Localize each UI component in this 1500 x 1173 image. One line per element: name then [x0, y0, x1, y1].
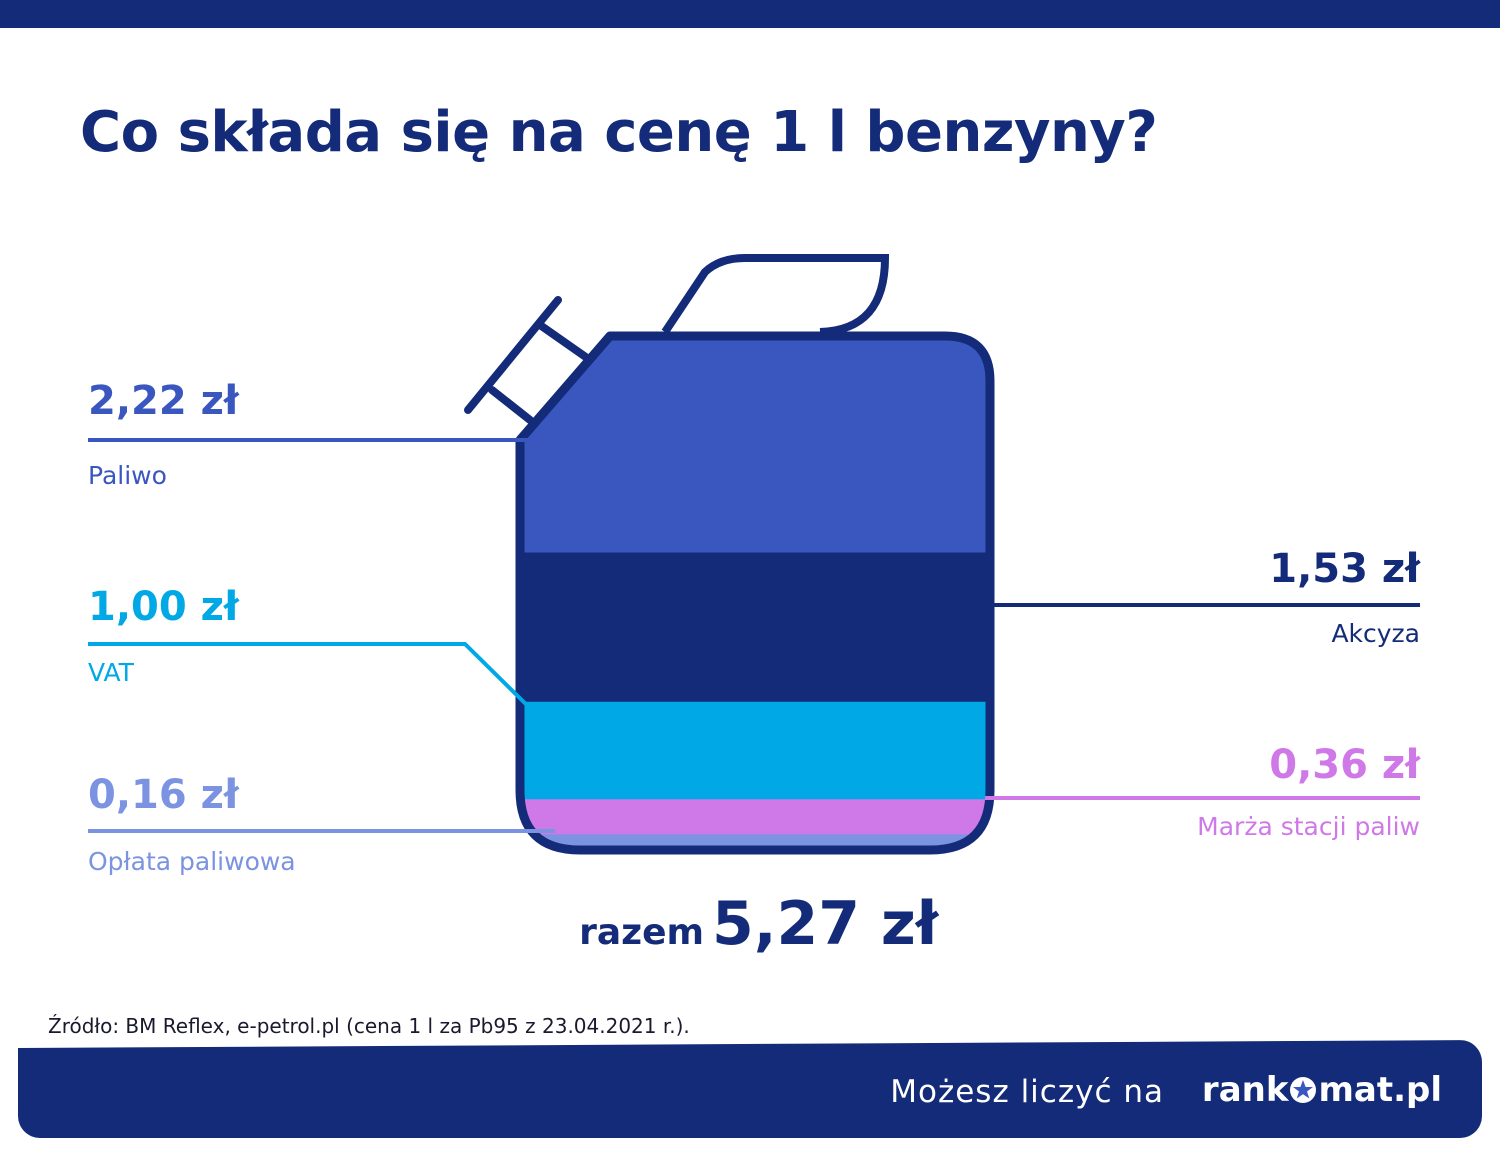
total-prefix: razem [579, 912, 704, 953]
star-icon [1290, 1077, 1317, 1103]
data-label-3: 0,36 zł [1269, 742, 1421, 788]
category-label-0: Paliwo [88, 461, 167, 490]
footer-tagline: Możesz liczyć na [890, 1074, 1164, 1110]
data-label-4: 0,16 zł [88, 772, 240, 818]
top-bar [0, 0, 1500, 28]
leader-line-2 [88, 642, 540, 718]
source-note: Źródło: BM Reflex, e-petrol.pl (cena 1 l… [48, 1014, 690, 1038]
bar-segment-2 [520, 701, 990, 800]
jerrycan-icon [464, 254, 995, 855]
logo-text-left: rank [1201, 1070, 1289, 1110]
total-label: razem 5,27 zł [579, 889, 940, 959]
data-label-0: 2,22 zł [88, 378, 240, 424]
category-label-1: Akcyza [1331, 619, 1420, 648]
total-value: 5,27 zł [712, 889, 940, 959]
bar-segment-3 [520, 799, 990, 835]
category-label-2: VAT [88, 658, 135, 687]
footer-bar: Możesz liczyć na rank mat.pl [18, 1040, 1482, 1138]
brand-logo: rank mat.pl [1202, 1070, 1442, 1110]
bar-segment-0 [520, 336, 990, 554]
bar-segment-1 [520, 552, 990, 703]
page-title: Co składa się na cenę 1 l benzyny? [80, 100, 1158, 165]
category-label-3: Marża stacji paliw [1197, 812, 1420, 841]
fuel-price-chart: 2,22 zł Paliwo 1,53 zł Akcyza 1,00 zł VAT 0,36… [88, 254, 1421, 959]
data-label-2: 1,00 zł [88, 584, 240, 630]
logo-text-right: mat.pl [1318, 1070, 1442, 1110]
category-label-4: Opłata paliwowa [88, 847, 296, 876]
data-label-1: 1,53 zł [1269, 546, 1421, 592]
